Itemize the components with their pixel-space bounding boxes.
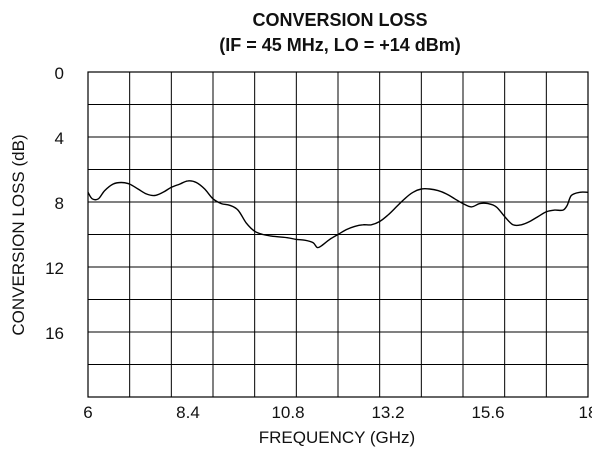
x-tick-label: 15.6 — [471, 403, 504, 422]
conversion-loss-line — [87, 180, 589, 249]
y-tick-label: 0 — [55, 64, 64, 83]
y-axis-ticks: 0 4 8 12 16 — [45, 64, 64, 343]
chart-subtitle: (IF = 45 MHz, LO = +14 dBm) — [219, 35, 461, 55]
x-tick-label: 10.8 — [271, 403, 304, 422]
chart-title: CONVERSION LOSS — [252, 10, 427, 30]
x-tick-label: 6 — [83, 403, 92, 422]
y-tick-label: 16 — [45, 324, 64, 343]
y-axis-label: CONVERSION LOSS (dB) — [9, 134, 28, 335]
x-tick-label: 8.4 — [176, 403, 200, 422]
grid — [88, 72, 588, 397]
x-tick-label: 13.2 — [371, 403, 404, 422]
x-tick-label: 18 — [579, 403, 592, 422]
x-axis-ticks: 6 8.4 10.8 13.2 15.6 18 — [83, 403, 592, 422]
y-tick-label: 8 — [55, 194, 64, 213]
y-tick-label: 12 — [45, 259, 64, 278]
plot-area — [87, 71, 589, 398]
x-axis-label: FREQUENCY (GHz) — [259, 428, 415, 447]
y-tick-label: 4 — [55, 129, 64, 148]
